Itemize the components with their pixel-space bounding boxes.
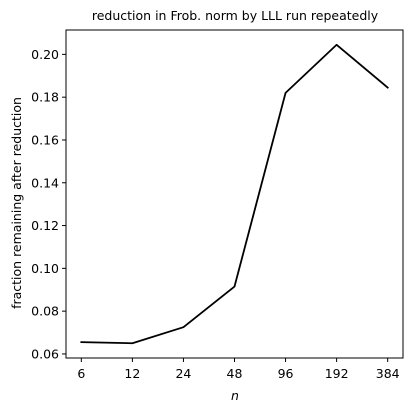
y-tick-label: 0.16 [31, 132, 59, 147]
y-tick-label: 0.08 [31, 304, 59, 319]
chart-title: reduction in Frob. norm by LLL run repea… [92, 8, 379, 23]
x-tick-label: 24 [175, 366, 191, 381]
x-tick-label: 384 [376, 366, 400, 381]
y-tick-label: 0.12 [31, 218, 59, 233]
y-tick-label: 0.20 [31, 47, 59, 62]
x-tick-label: 6 [77, 366, 85, 381]
x-tick-label: 48 [227, 366, 243, 381]
plot-area: 0.06 0.08 0.10 0.12 0.14 0.16 0.18 0.20 6 12 24 48 9… [31, 30, 403, 381]
series-line [81, 45, 387, 343]
x-tick-label: 96 [278, 366, 294, 381]
y-tick-label: 0.10 [31, 261, 59, 276]
y-tick-label: 0.14 [31, 175, 59, 190]
y-tick-label: 0.18 [31, 90, 59, 105]
y-tick-label: 0.06 [31, 346, 59, 361]
y-axis-label: fraction remaining after reduction [9, 97, 24, 309]
x-tick-label: 192 [325, 366, 349, 381]
x-tick-label: 12 [124, 366, 140, 381]
plot-frame [66, 30, 403, 358]
x-axis-label: n [231, 388, 239, 403]
